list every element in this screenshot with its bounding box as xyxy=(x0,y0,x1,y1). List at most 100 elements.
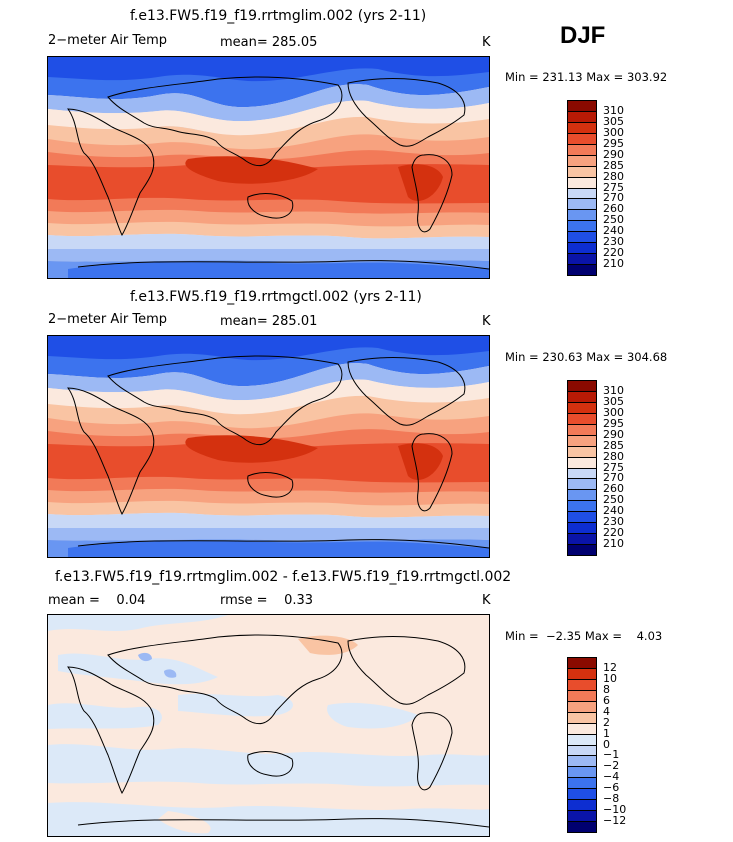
panel2-units: K xyxy=(482,314,491,329)
colorbar-swatch xyxy=(568,822,596,832)
panel2-colorbar-labels: 310 305 300 295 290 285 280 275 270 260 250 240 230 2… xyxy=(603,380,663,554)
colorbar-swatch xyxy=(568,468,596,480)
panel3-minmax: Min = −2.35 Max = 4.03 xyxy=(505,629,663,643)
colorbar-swatch xyxy=(568,155,596,167)
colorbar-tick-label: 280 xyxy=(603,169,624,183)
panel3-title: f.e13.FW5.f19_f19.rrtmglim.002 - f.e13.F… xyxy=(55,569,512,585)
colorbar-swatch xyxy=(568,188,596,200)
colorbar-swatch xyxy=(568,435,596,447)
colorbar-tick-label: 295 xyxy=(603,417,624,430)
panel2-title: f.e13.FW5.f19_f19.rrtmgctl.002 (yrs 2-11… xyxy=(130,289,422,305)
colorbar-swatch xyxy=(568,658,596,669)
colorbar-tick-label: −2 xyxy=(603,759,620,773)
colorbar-tick-label: 275 xyxy=(603,460,624,474)
colorbar-tick-label: 1 xyxy=(603,726,610,740)
colorbar-tick-label: 260 xyxy=(603,202,624,216)
panel1-title: f.e13.FW5.f19_f19.rrtmglim.002 (yrs 2-11… xyxy=(130,8,427,24)
colorbar-tick-label: 290 xyxy=(603,147,624,161)
colorbar-tick-label: 270 xyxy=(603,191,624,205)
panel2-map-svg xyxy=(48,336,489,557)
colorbar-tick-label: 290 xyxy=(603,427,624,441)
panel2-mean: mean= 285.01 xyxy=(220,314,318,329)
panel3-colorbar-labels: 12 10 8 6 4 2 1 0 −1 −2 −4 −6 −8 −10 −12 xyxy=(603,657,663,831)
panel3-rmse: rmse = 0.33 xyxy=(220,593,314,608)
colorbar-swatch xyxy=(568,756,596,768)
colorbar-swatch xyxy=(568,523,596,535)
panel3-map-svg xyxy=(48,615,489,836)
panel1-units: K xyxy=(482,35,491,50)
colorbar-swatch xyxy=(568,111,596,123)
colorbar-tick-label: 260 xyxy=(603,482,624,496)
colorbar-tick-label: 280 xyxy=(603,449,624,463)
colorbar-swatch xyxy=(568,221,596,233)
colorbar-swatch xyxy=(568,512,596,524)
colorbar-swatch xyxy=(568,177,596,189)
colorbar-tick-label: −4 xyxy=(603,770,620,784)
colorbar-swatch xyxy=(568,144,596,156)
colorbar-tick-label: 240 xyxy=(603,224,624,237)
colorbar-tick-label: 210 xyxy=(603,256,624,270)
colorbar-swatch xyxy=(568,501,596,513)
colorbar-swatch xyxy=(568,265,596,275)
colorbar-tick-label: 220 xyxy=(603,525,624,539)
panel1-map xyxy=(47,56,490,279)
panel3-units: K xyxy=(482,593,491,608)
colorbar-swatch xyxy=(568,800,596,812)
panel1-minmax: Min = 231.13 Max = 303.92 xyxy=(505,70,668,84)
colorbar-tick-label: −12 xyxy=(603,813,627,827)
colorbar-tick-label: 4 xyxy=(603,704,610,718)
colorbar-swatch xyxy=(568,767,596,779)
colorbar-swatch xyxy=(568,545,596,555)
colorbar-tick-label: 310 xyxy=(603,384,624,398)
colorbar-swatch xyxy=(568,789,596,801)
colorbar-tick-label: 285 xyxy=(603,438,624,452)
colorbar-swatch xyxy=(568,254,596,266)
colorbar-tick-label: 250 xyxy=(603,493,624,507)
colorbar-tick-label: 305 xyxy=(603,395,624,409)
colorbar-tick-label: 8 xyxy=(603,683,610,697)
colorbar-swatch xyxy=(568,101,596,112)
colorbar-tick-label: 305 xyxy=(603,115,624,129)
colorbar-tick-label: 275 xyxy=(603,180,624,194)
season-label: DJF xyxy=(560,22,606,49)
colorbar-swatch xyxy=(568,413,596,425)
panel2-map xyxy=(47,335,490,558)
colorbar-swatch xyxy=(568,381,596,392)
colorbar-tick-label: 220 xyxy=(603,245,624,259)
panel1-mean: mean= 285.05 xyxy=(220,35,318,50)
colorbar-tick-label: 2 xyxy=(603,715,610,729)
panel1-map-svg xyxy=(48,57,489,278)
colorbar-swatch xyxy=(568,734,596,746)
panel1-colorbar-labels: 310 305 300 295 290 285 280 275 270 260 250 240 230 2… xyxy=(603,100,663,274)
colorbar-swatch xyxy=(568,457,596,469)
panel1-variable: 2−meter Air Temp xyxy=(48,33,168,48)
colorbar-swatch xyxy=(568,391,596,403)
colorbar-tick-label: 12 xyxy=(603,661,617,675)
panel1-colorbar xyxy=(567,100,597,276)
colorbar-swatch xyxy=(568,446,596,458)
panel3-colorbar xyxy=(567,657,597,833)
colorbar-tick-label: 300 xyxy=(603,406,624,420)
colorbar-tick-label: 10 xyxy=(603,672,617,686)
colorbar-tick-label: 270 xyxy=(603,471,624,485)
colorbar-swatch xyxy=(568,232,596,244)
panel2-variable: 2−meter Air Temp xyxy=(48,312,168,327)
colorbar-tick-label: −8 xyxy=(603,791,620,805)
colorbar-swatch xyxy=(568,712,596,724)
colorbar-swatch xyxy=(568,479,596,491)
colorbar-swatch xyxy=(568,811,596,823)
colorbar-swatch xyxy=(568,690,596,702)
colorbar-swatch xyxy=(568,490,596,502)
colorbar-tick-label: 240 xyxy=(603,504,624,517)
colorbar-tick-label: 285 xyxy=(603,158,624,172)
colorbar-tick-label: 230 xyxy=(603,514,624,528)
colorbar-swatch xyxy=(568,701,596,713)
colorbar-swatch xyxy=(568,199,596,211)
colorbar-swatch xyxy=(568,668,596,680)
colorbar-tick-label: 6 xyxy=(603,694,610,707)
colorbar-swatch xyxy=(568,166,596,178)
panel3-mean: mean = 0.04 xyxy=(48,593,146,608)
colorbar-swatch xyxy=(568,723,596,735)
colorbar-swatch xyxy=(568,745,596,757)
colorbar-tick-label: 210 xyxy=(603,536,624,550)
